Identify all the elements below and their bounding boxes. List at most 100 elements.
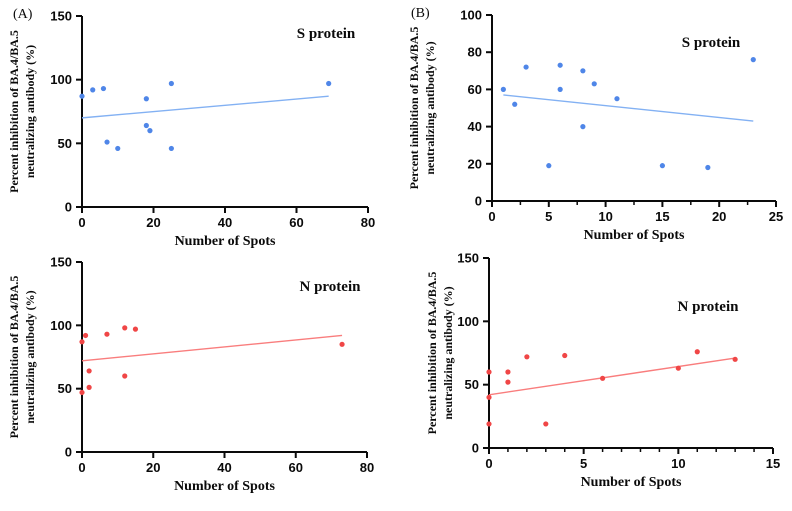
data-point <box>543 421 549 427</box>
y-tick-label: 100 <box>457 314 479 329</box>
data-point <box>523 64 529 70</box>
data-point <box>326 80 332 87</box>
data-point <box>694 349 700 355</box>
trend-line <box>488 357 736 396</box>
data-point <box>143 122 149 129</box>
x-tick-label: 15 <box>655 209 669 224</box>
scatter-chart-a-n-protein: 0 20 40 60 80 0 50 100 150 Number of Spots Percent… <box>0 250 396 511</box>
data-point <box>90 87 96 93</box>
trend-line <box>503 94 754 122</box>
data-point <box>659 163 665 169</box>
data-point <box>86 368 92 374</box>
x-axis-title: Number of Spots <box>175 234 276 249</box>
y-tick-label: 100 <box>460 8 482 23</box>
data-point <box>500 86 506 92</box>
y-axis-title-line1: Percent inhibition of BA.4/BA.5 <box>425 272 439 435</box>
data-point <box>505 379 511 385</box>
y-tick-label: 150 <box>50 255 72 270</box>
chart-title: N protein <box>678 299 740 315</box>
data-point <box>675 365 681 371</box>
x-tick-label: 40 <box>217 460 231 475</box>
x-axis-title: Number of Spots <box>584 228 685 243</box>
y-tick-label: 100 <box>50 318 72 333</box>
x-tick-label: 10 <box>671 456 685 471</box>
data-point <box>104 331 110 337</box>
axes <box>488 258 773 449</box>
y-tick-label: 50 <box>58 381 72 396</box>
y-tick-label: 80 <box>468 45 482 60</box>
y-axis-title-line2: neutralizing antibody (%) <box>423 41 437 174</box>
panel-label: (A) <box>13 7 33 22</box>
x-tick-label: 25 <box>769 209 783 224</box>
data-point <box>557 86 563 92</box>
data-point <box>100 85 107 92</box>
y-tick-label: 60 <box>468 82 482 97</box>
y-tick-label: 0 <box>65 445 72 460</box>
x-axis-title: Number of Spots <box>174 479 275 494</box>
y-tick-label: 50 <box>58 136 72 151</box>
data-point <box>732 356 738 362</box>
data-point <box>339 341 345 347</box>
y-tick-label: 20 <box>468 156 482 171</box>
x-tick-label: 10 <box>598 209 612 224</box>
data-point <box>168 80 174 87</box>
data-point <box>750 57 756 63</box>
chart-title: N protein <box>300 279 362 295</box>
panel-a-n-protein-svg: 0 20 40 60 80 0 50 100 150 Number of Spots Percent… <box>7 255 374 495</box>
panel-b-s-protein-svg: 0 5 10 15 20 25 0 20 40 60 80 100 Number of Spots Per… <box>407 6 783 243</box>
y-axis-title-line1: Percent inhibition of BA.4/BA.5 <box>7 30 21 193</box>
data-point <box>486 394 492 400</box>
y-axis-title-line2: neutralizing antibody (%) <box>441 286 455 419</box>
data-point <box>486 369 492 375</box>
y-tick-label: 100 <box>50 72 72 87</box>
x-tick-label: 20 <box>146 460 160 475</box>
x-tick-label: 20 <box>146 215 160 230</box>
x-tick-label: 5 <box>545 209 552 224</box>
y-axis-title-line2: neutralizing antibody (%) <box>23 45 37 178</box>
data-point <box>512 101 518 107</box>
x-tick-label: 80 <box>360 460 374 475</box>
data-point <box>104 139 110 145</box>
data-point <box>147 128 153 134</box>
data-point <box>132 326 139 332</box>
data-point <box>115 145 121 152</box>
chart-title: S protein <box>682 35 741 51</box>
x-tick-label: 0 <box>488 209 495 224</box>
data-point <box>122 325 128 331</box>
x-tick-label: 40 <box>218 215 232 230</box>
x-tick-label: 60 <box>289 215 303 230</box>
y-tick-label: 50 <box>465 377 479 392</box>
panel-label: (B) <box>411 6 430 21</box>
data-point <box>486 421 492 427</box>
data-point <box>86 384 92 390</box>
scatter-chart-b-n-protein: 0 5 10 15 0 50 100 150 Number of Spots Percent in… <box>396 250 792 511</box>
data-point <box>546 163 552 169</box>
data-point <box>600 375 606 381</box>
chart-title: S protein <box>297 26 356 42</box>
data-point <box>614 96 620 102</box>
y-axis-title-line2: neutralizing antibody (%) <box>23 290 37 423</box>
x-tick-label: 0 <box>78 460 85 475</box>
x-tick-label: 60 <box>289 460 303 475</box>
y-axis-title-line1: Percent inhibition of BA.4/BA.5 <box>407 27 421 190</box>
data-point <box>79 93 85 99</box>
y-tick-label: 150 <box>457 251 479 266</box>
data-point <box>580 124 586 130</box>
trend-line <box>81 334 343 362</box>
x-tick-label: 15 <box>766 456 780 471</box>
data-point <box>505 369 511 375</box>
data-point <box>82 332 89 339</box>
data-point <box>562 352 568 359</box>
data-point <box>705 164 711 171</box>
y-tick-label: 150 <box>50 9 72 24</box>
y-tick-label: 0 <box>472 441 479 456</box>
x-axis-title: Number of Spots <box>581 475 682 490</box>
x-tick-label: 20 <box>712 209 726 224</box>
y-tick-label: 0 <box>475 194 482 209</box>
trend-line <box>81 95 329 119</box>
x-tick-label: 5 <box>580 456 587 471</box>
scatter-chart-b-s-protein: 0 5 10 15 20 25 0 20 40 60 80 100 Number of Spots Per… <box>396 0 792 250</box>
data-point <box>79 339 85 345</box>
